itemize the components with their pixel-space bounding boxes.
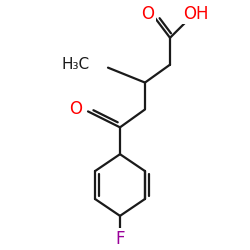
Text: OH: OH: [183, 5, 209, 23]
Text: O: O: [142, 5, 154, 23]
Text: O: O: [70, 100, 82, 118]
Text: H₃C: H₃C: [62, 57, 90, 72]
Text: F: F: [115, 230, 125, 248]
